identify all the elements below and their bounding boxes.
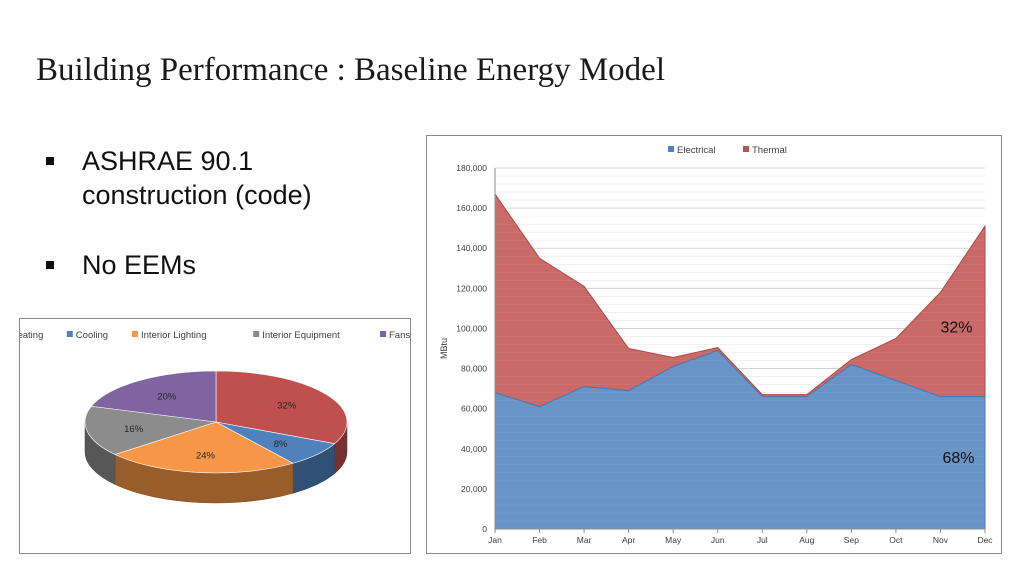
bullet-marker xyxy=(46,157,54,165)
series-area-electrical xyxy=(494,349,986,530)
bullet-line: construction (code) xyxy=(82,180,312,210)
y-tick-label: 40,000 xyxy=(461,444,487,454)
x-tick-label-nov: Nov xyxy=(933,535,949,545)
y-tick-label: 100,000 xyxy=(456,323,487,333)
bullet-marker xyxy=(46,261,54,269)
legend-label-fans: Fans xyxy=(389,330,410,341)
y-tick-label: 20,000 xyxy=(461,484,487,494)
legend-swatch-fans xyxy=(380,331,386,337)
legend-label-thermal: Thermal xyxy=(752,145,787,156)
area-chart-panel: Electrical Thermal 0 20,000 40,000 60,000 80,0… xyxy=(426,135,1002,554)
pie-data-label-heating: 32% xyxy=(277,401,297,412)
x-tick-label-mar: Mar xyxy=(577,535,592,545)
y-tick-label: 120,000 xyxy=(456,283,487,293)
legend-label-heating: Heating xyxy=(20,330,43,341)
x-tick-label-feb: Feb xyxy=(532,535,547,545)
y-tick-label: 140,000 xyxy=(456,243,487,253)
annotation-electrical-percent: 68% xyxy=(942,450,974,467)
pie-slice-heating xyxy=(215,370,348,445)
y-axis-title: MBtu xyxy=(439,338,449,359)
pie-data-label-interior-equipment: 16% xyxy=(124,424,144,435)
pie-data-label-fans: 20% xyxy=(157,392,177,403)
bullet-item: ASHRAE 90.1 construction (code) xyxy=(44,144,384,212)
x-tick-label-jan: Jan xyxy=(488,535,502,545)
legend-swatch-interior-equipment xyxy=(253,331,260,337)
x-tick-label-jul: Jul xyxy=(757,535,768,545)
legend-label-interior-lighting: Interior Lighting xyxy=(141,330,206,341)
pie-chart-panel: Heating Cooling Interior Lighting Interior … xyxy=(1,318,411,554)
y-tick-label: 180,000 xyxy=(456,163,487,173)
pie-data-label-cooling: 8% xyxy=(274,439,288,450)
y-tick-label: 0 xyxy=(482,524,487,534)
x-tick-label-may: May xyxy=(665,535,682,545)
legend-swatch-interior-lighting xyxy=(132,331,138,337)
pie-chart: Heating Cooling Interior Lighting Interior … xyxy=(1,330,410,504)
legend-label-interior-equipment: Interior Equipment xyxy=(262,330,340,341)
legend-label-cooling: Cooling xyxy=(76,330,108,341)
x-tick-label-apr: Apr xyxy=(622,535,635,545)
legend-label-electrical: Electrical xyxy=(677,145,716,156)
pie-slice-interior-lighting xyxy=(114,421,294,474)
bullet-line: ASHRAE 90.1 xyxy=(82,146,254,176)
y-tick-label: 60,000 xyxy=(461,404,487,414)
x-tick-label-jun: Jun xyxy=(711,535,725,545)
bullet-line: No EEMs xyxy=(82,250,197,280)
legend-swatch-electrical xyxy=(668,146,674,152)
pie-slice-interior-equipment xyxy=(84,405,217,455)
x-tick-label-dec: Dec xyxy=(977,535,993,545)
x-tick-label-aug: Aug xyxy=(799,535,814,545)
x-tick-label-oct: Oct xyxy=(889,535,903,545)
y-tick-label: 80,000 xyxy=(461,364,487,374)
bullet-list: ASHRAE 90.1 construction (code) No EEMs xyxy=(44,144,384,302)
area-chart: Electrical Thermal 0 20,000 40,000 60,000 80,0… xyxy=(439,145,993,545)
x-tick-label-sep: Sep xyxy=(844,535,859,545)
y-tick-label: 160,000 xyxy=(456,203,487,213)
bullet-item: No EEMs xyxy=(44,248,384,282)
annotation-thermal-percent: 32% xyxy=(940,319,972,336)
slide-title: Building Performance : Baseline Energy M… xyxy=(36,52,665,88)
pie-data-label-interior-lighting: 24% xyxy=(196,450,216,461)
legend-swatch-thermal xyxy=(743,146,749,152)
pie-slice-fans xyxy=(90,370,217,423)
legend-swatch-cooling xyxy=(66,331,73,337)
